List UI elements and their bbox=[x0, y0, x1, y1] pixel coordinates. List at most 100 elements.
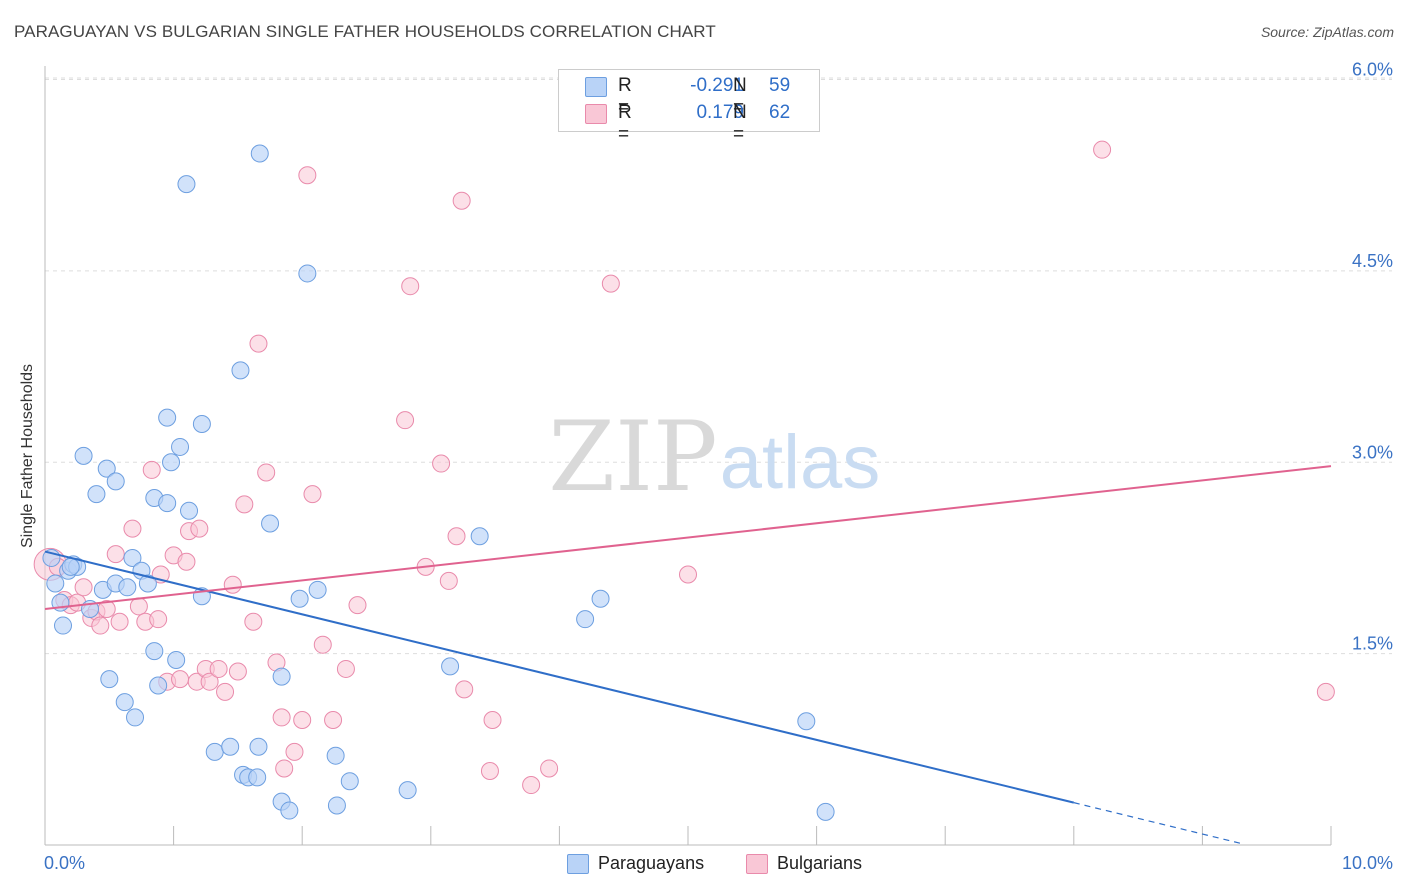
paraguayans-point bbox=[149, 676, 168, 695]
paraguayans-point bbox=[158, 494, 177, 513]
tick-labels: 1.5% 3.0% 4.5% 6.0% 0.0% 10.0% bbox=[44, 60, 1393, 873]
bulgarians-point bbox=[522, 776, 541, 795]
bulgarians-point bbox=[396, 411, 415, 430]
paraguayans-point bbox=[308, 580, 327, 599]
bulgarians-trend-line bbox=[44, 465, 1332, 610]
bulgarians-point bbox=[123, 519, 142, 538]
bulgarians-point bbox=[447, 527, 466, 546]
bulgarians-point bbox=[209, 659, 228, 678]
paraguayans-point bbox=[298, 264, 317, 283]
legend-n-label: N = bbox=[733, 102, 747, 145]
paraguayans-point bbox=[118, 578, 137, 597]
bulgarians-point bbox=[455, 680, 474, 699]
paraguayans-point bbox=[327, 796, 346, 815]
x-tick-label: 0.0% bbox=[44, 853, 85, 873]
y-tick-label: 3.0% bbox=[1352, 442, 1393, 462]
watermark-zip: ZIP bbox=[548, 401, 717, 513]
y-tick-label: 4.5% bbox=[1352, 251, 1393, 271]
paraguayans-point bbox=[249, 737, 268, 756]
bulgarians-point bbox=[480, 762, 499, 781]
bulgarians-point bbox=[439, 571, 458, 590]
bulgarians-point bbox=[74, 578, 93, 597]
paraguayans-point bbox=[61, 557, 80, 576]
paraguayans-point bbox=[177, 175, 196, 194]
paraguayans-point bbox=[576, 610, 595, 629]
bulgarians-point bbox=[303, 485, 322, 504]
bulgarians-point bbox=[401, 277, 420, 296]
bulgarians-legend-label: Bulgarians bbox=[777, 853, 863, 873]
legend-n-label: N = bbox=[733, 75, 747, 118]
paraguayans-point bbox=[591, 589, 610, 608]
bulgarians-point bbox=[348, 596, 367, 615]
paraguayans-point bbox=[290, 589, 309, 608]
bulgarians-point bbox=[1316, 682, 1335, 701]
bulgarians-point bbox=[249, 334, 268, 353]
correlation-legend: R = -0.291 N = 59 R = 0.179 N = 62 bbox=[558, 69, 820, 145]
bulgarians-point bbox=[298, 166, 317, 185]
bulgarians-point bbox=[142, 460, 161, 479]
paraguayans-trend-extension bbox=[1073, 802, 1242, 845]
paraguayans-point bbox=[398, 781, 417, 800]
trend-lines bbox=[44, 465, 1332, 845]
bulgarians-point bbox=[216, 682, 235, 701]
paraguayans-point bbox=[97, 459, 116, 478]
bulgarians-point bbox=[1093, 140, 1112, 159]
paraguayans-point bbox=[816, 802, 835, 821]
bulgarians-point bbox=[483, 710, 502, 729]
bulgarians-point bbox=[452, 191, 471, 210]
paraguayans-point bbox=[231, 361, 250, 380]
paraguayans-point bbox=[192, 414, 211, 433]
paraguayans-point bbox=[123, 548, 142, 567]
paraguayans-point bbox=[340, 772, 359, 791]
bulgarians-point bbox=[679, 565, 697, 584]
bulgarians-point bbox=[313, 635, 332, 654]
paraguayans-point bbox=[138, 574, 157, 593]
paraguayans-point bbox=[470, 527, 489, 546]
paraguayans-point bbox=[280, 801, 299, 820]
bulgarians-point bbox=[285, 742, 304, 761]
bulgarians-point bbox=[324, 710, 343, 729]
paraguayans-point bbox=[158, 408, 177, 427]
paraguayans-point bbox=[106, 472, 125, 491]
bulgarians-point bbox=[336, 659, 355, 678]
bulgarians-point bbox=[540, 759, 559, 778]
paraguayans-point bbox=[145, 642, 164, 661]
axes bbox=[44, 66, 1332, 846]
paraguayans-point bbox=[261, 514, 280, 533]
paraguayans-point bbox=[205, 742, 224, 761]
paraguayans-point bbox=[100, 670, 119, 689]
y-tick-label: 1.5% bbox=[1352, 634, 1393, 654]
legend-r-label: R = bbox=[618, 102, 632, 145]
bulgarians-point bbox=[171, 670, 190, 689]
bulgarians-points bbox=[33, 140, 1335, 795]
paraguayans-legend-label: Paraguayans bbox=[598, 853, 705, 873]
x-tick-label: 10.0% bbox=[1342, 853, 1393, 873]
paraguayans-point bbox=[250, 144, 269, 163]
watermark: ZIP atlas bbox=[548, 401, 880, 513]
bulgarians-point bbox=[244, 612, 263, 631]
bulgarians-point bbox=[223, 575, 242, 594]
paraguayans-point bbox=[797, 712, 816, 731]
bulgarians-point bbox=[149, 610, 168, 629]
bulgarians-point bbox=[177, 552, 196, 571]
paraguayans-point bbox=[54, 616, 73, 635]
bulgarians-point bbox=[129, 597, 148, 616]
bulgarians-point bbox=[91, 616, 110, 635]
paraguayans-swatch bbox=[585, 77, 607, 97]
legend-r-label: R = bbox=[618, 75, 632, 118]
paraguayans-point bbox=[74, 446, 93, 465]
legend-r-value: -0.291 bbox=[690, 75, 744, 96]
paraguayans-points bbox=[42, 144, 835, 821]
y-tick-label: 6.0% bbox=[1352, 60, 1393, 80]
legend-n-value: 59 bbox=[769, 75, 791, 96]
bulgarians-point bbox=[601, 274, 620, 293]
paraguayans-point bbox=[46, 574, 65, 593]
watermark-atlas: atlas bbox=[720, 420, 881, 505]
bulgarians-point bbox=[432, 454, 451, 473]
paraguayans-point bbox=[326, 746, 345, 765]
bulgarians-point bbox=[257, 463, 276, 482]
paraguayans-point bbox=[248, 768, 267, 787]
chart-title: PARAGUAYAN VS BULGARIAN SINGLE FATHER HO… bbox=[14, 22, 716, 41]
bulgarians-point bbox=[275, 759, 294, 778]
